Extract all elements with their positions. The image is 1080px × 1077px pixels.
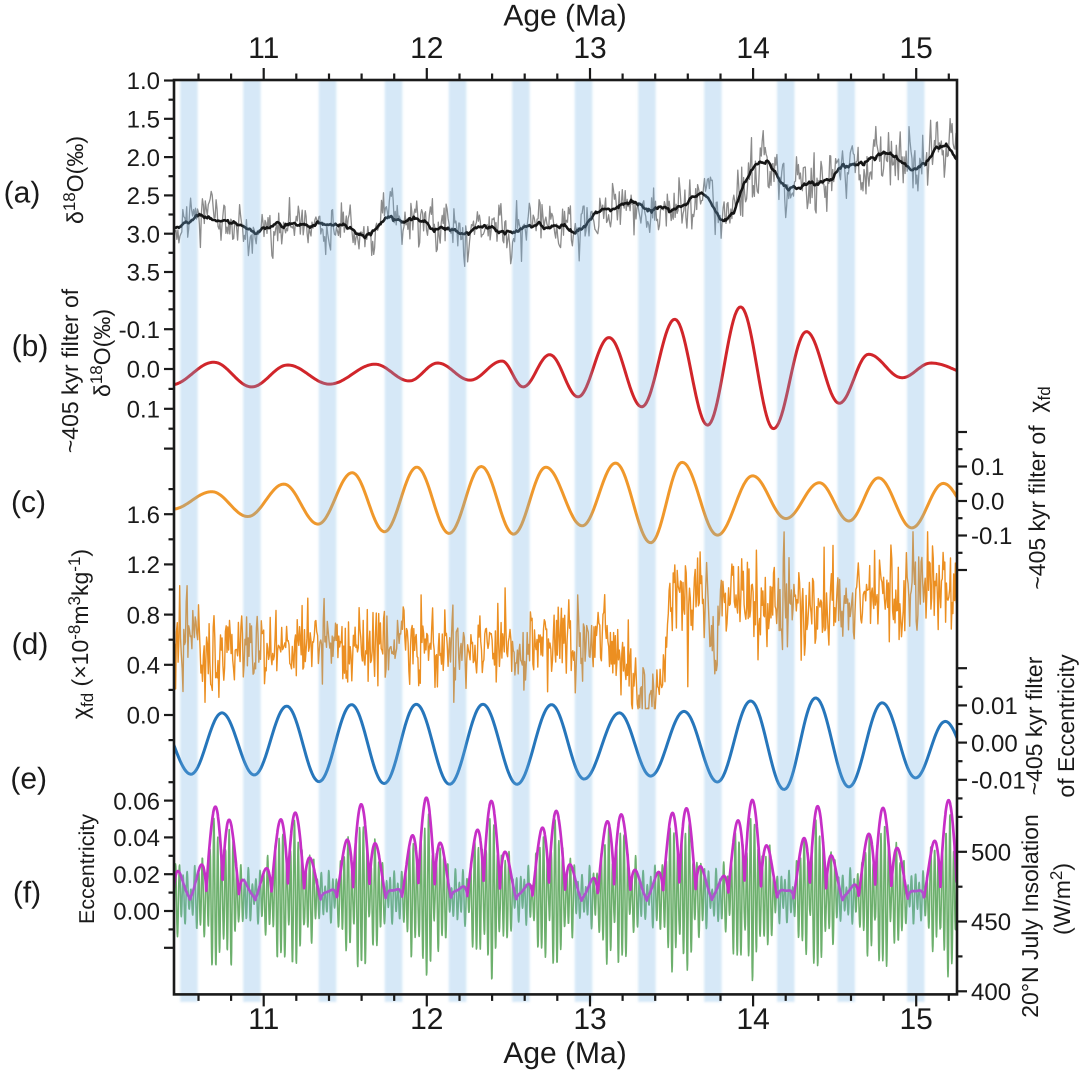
svg-text:20°N July Insolation: 20°N July Insolation: [1017, 814, 1043, 1018]
svg-text:Age (Ma): Age (Ma): [503, 1037, 626, 1070]
svg-text:11: 11: [248, 1003, 279, 1036]
svg-text:0.0: 0.0: [971, 489, 1004, 516]
svg-text:0.1: 0.1: [127, 397, 160, 424]
svg-text:15: 15: [900, 1003, 933, 1036]
svg-text:0.4: 0.4: [127, 653, 160, 680]
svg-text:χfd (×10-8m3kg-1): χfd (×10-8m3kg-1): [65, 549, 97, 719]
svg-text:1.5: 1.5: [127, 107, 160, 134]
svg-text:(c): (c): [11, 486, 46, 519]
svg-text:0.06: 0.06: [113, 788, 160, 815]
svg-text:(f): (f): [13, 877, 41, 910]
svg-text:~405 kyr filter: ~405 kyr filter: [1021, 656, 1047, 795]
svg-text:1.6: 1.6: [127, 502, 160, 529]
svg-text:3.5: 3.5: [127, 260, 160, 287]
svg-text:3.0: 3.0: [127, 221, 160, 248]
svg-text:2.0: 2.0: [127, 145, 160, 172]
svg-text:15: 15: [900, 32, 933, 65]
svg-text:2.5: 2.5: [127, 183, 160, 210]
svg-text:11: 11: [248, 32, 279, 65]
svg-text:(d): (d): [12, 628, 49, 661]
svg-text:13: 13: [573, 32, 606, 65]
svg-text:12: 12: [410, 1003, 443, 1036]
svg-text:14: 14: [736, 32, 769, 65]
svg-text:0.04: 0.04: [113, 825, 160, 852]
svg-text:(b): (b): [12, 330, 49, 363]
svg-text:-0.1: -0.1: [971, 523, 1012, 550]
svg-text:-0.1: -0.1: [119, 317, 160, 344]
svg-text:0.0: 0.0: [127, 703, 160, 730]
svg-text:0.1: 0.1: [971, 454, 1004, 481]
svg-text:0.00: 0.00: [113, 899, 160, 926]
svg-text:0.01: 0.01: [971, 693, 1018, 720]
svg-text:400: 400: [971, 979, 1011, 1006]
svg-text:14: 14: [736, 1003, 769, 1036]
svg-text:0.02: 0.02: [113, 862, 160, 889]
svg-text:~405 kyr filter of χfd​: ~405 kyr filter of χfd​: [1024, 386, 1054, 589]
svg-text:(a): (a): [4, 177, 41, 210]
svg-text:0.00: 0.00: [971, 730, 1018, 757]
svg-text:500: 500: [971, 840, 1011, 867]
svg-text:of Eccentricity: of Eccentricity: [1053, 654, 1079, 798]
svg-text:1.0: 1.0: [127, 68, 160, 95]
svg-text:Eccentricity: Eccentricity: [75, 814, 99, 924]
svg-text:-0.01: -0.01: [971, 768, 1026, 795]
svg-text:(e): (e): [10, 763, 47, 796]
svg-text:450: 450: [971, 909, 1011, 936]
svg-text:Age (Ma): Age (Ma): [503, 0, 626, 33]
svg-text:0.0: 0.0: [127, 357, 160, 384]
svg-text:(W/m2): (W/m2): [1047, 863, 1075, 935]
svg-text:12: 12: [410, 32, 443, 65]
svg-text:0.8: 0.8: [127, 602, 160, 629]
svg-text:13: 13: [573, 1003, 606, 1036]
svg-text:~405 kyr filter of: ~405 kyr filter of: [57, 288, 83, 453]
svg-text:1.2: 1.2: [127, 552, 160, 579]
